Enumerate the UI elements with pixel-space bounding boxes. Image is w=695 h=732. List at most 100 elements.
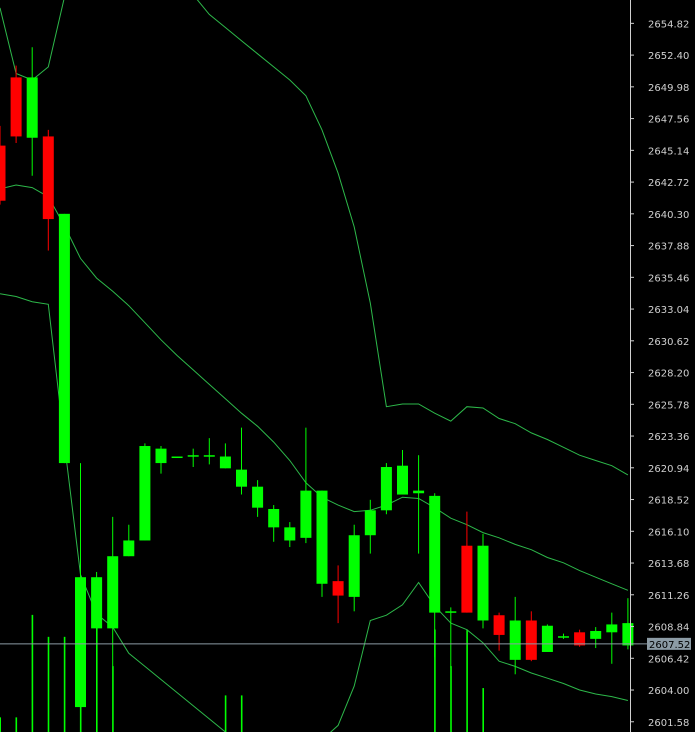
axis-tick-label: 2633.04 <box>648 305 689 316</box>
volume-bar <box>224 695 227 732</box>
candle-body-bull <box>268 508 280 528</box>
axis-tick-label: 2625.78 <box>648 400 689 411</box>
candle-body-bull <box>107 556 119 629</box>
candle <box>558 633 569 639</box>
candle <box>203 438 215 465</box>
candle-body-bear <box>461 545 473 613</box>
candle-body-bull <box>171 456 183 459</box>
axis-tick-label: 2654.82 <box>648 19 689 30</box>
candle <box>284 522 296 548</box>
candle <box>187 448 199 468</box>
candle <box>139 443 151 541</box>
candle <box>42 129 54 251</box>
volume-bar <box>240 695 243 732</box>
axis-tick-label: 2604.00 <box>648 686 689 697</box>
candle-body-bull <box>606 624 618 633</box>
candle-body-bull <box>364 510 376 536</box>
candle-body-bull <box>509 620 521 660</box>
candle <box>219 443 231 469</box>
candle-body-bull <box>429 495 441 613</box>
candle-body-bear <box>0 145 6 201</box>
candle <box>397 449 408 495</box>
candle-body-bull <box>541 625 553 652</box>
candle-body-bull <box>219 456 231 469</box>
axis-tick-label: 2618.52 <box>648 496 689 507</box>
candle <box>10 65 22 143</box>
axis-tick-label: 2616.10 <box>648 527 689 538</box>
candle <box>477 533 489 629</box>
axis-tick-label: 2620.94 <box>648 464 689 475</box>
volume-bar <box>15 717 18 732</box>
price-axis[interactable]: 2654.82 2652.40 2649.98 2647.56 2645.14 2642.… <box>630 0 689 732</box>
candle <box>509 596 521 675</box>
candle-body-bull <box>397 465 408 495</box>
current-price-label: 2607.52 <box>649 640 690 651</box>
axis-tick-label: 2635.46 <box>648 273 689 284</box>
candle-body-bear <box>525 620 537 660</box>
axis-tick-label: 2647.56 <box>648 115 689 126</box>
axis-tick-label: 2606.42 <box>648 654 689 665</box>
axis-tick-label: 2623.36 <box>648 432 689 443</box>
candle <box>380 463 392 515</box>
candle-body-bear <box>10 77 22 137</box>
current-price-line: 2607.52 <box>0 637 691 651</box>
candle-body-bull <box>252 486 264 508</box>
candle-body-bull <box>203 455 215 457</box>
axis-tick-label: 2649.98 <box>648 83 689 94</box>
axis-tick-label: 2645.14 <box>648 146 689 157</box>
candle-body-bull <box>445 611 457 613</box>
candle-body-bull <box>139 446 151 541</box>
candle-body-bull <box>91 577 103 629</box>
candle <box>445 607 457 668</box>
candle <box>541 624 553 652</box>
candle-body-bear <box>42 136 54 220</box>
candle-body-bull <box>380 467 392 511</box>
current-price-label-bg <box>647 637 691 650</box>
candle-body-bull <box>558 636 569 638</box>
bollinger-bands <box>0 0 629 732</box>
candle <box>316 490 328 597</box>
candle <box>348 524 360 612</box>
axis-tick-label: 2628.20 <box>648 369 689 380</box>
candle <box>236 427 247 495</box>
candle-body-bear <box>574 632 586 646</box>
candle <box>75 463 86 710</box>
band-lower-line <box>0 293 629 732</box>
candle <box>493 612 505 651</box>
volume-bar <box>31 614 34 732</box>
axis-tick-label: 2640.30 <box>648 210 689 221</box>
volume-bar <box>482 688 484 732</box>
candle <box>413 455 425 554</box>
candle <box>590 627 602 649</box>
axis-tick-label: 2642.72 <box>648 178 689 189</box>
candle-body-bull <box>622 623 634 646</box>
candle <box>91 571 103 658</box>
candle-body-bull <box>26 77 38 138</box>
volume-bar <box>466 629 468 732</box>
volume-bar <box>63 636 66 732</box>
axis-tick-label: 2652.40 <box>648 51 689 62</box>
candle-body-bear <box>332 581 344 596</box>
candle <box>0 125 6 205</box>
volume-bar <box>434 629 436 732</box>
candle-body-bull <box>316 490 328 584</box>
candle <box>123 524 135 557</box>
candle-body-bull <box>590 630 602 639</box>
candle <box>155 446 167 474</box>
candle <box>268 505 280 542</box>
candle-body-bull <box>284 527 296 541</box>
candle <box>461 511 473 613</box>
volume-bar <box>96 614 98 732</box>
candle <box>606 612 618 664</box>
candle-body-bear <box>493 615 505 635</box>
candle <box>58 213 70 464</box>
candle-body-bull <box>413 490 425 494</box>
candle-body-bull <box>348 535 360 597</box>
candle-body-bull <box>477 545 489 621</box>
band-middle-line <box>0 184 629 591</box>
candle <box>622 598 634 650</box>
candle-body-bull <box>300 490 312 538</box>
candle-body-bull <box>58 213 70 464</box>
